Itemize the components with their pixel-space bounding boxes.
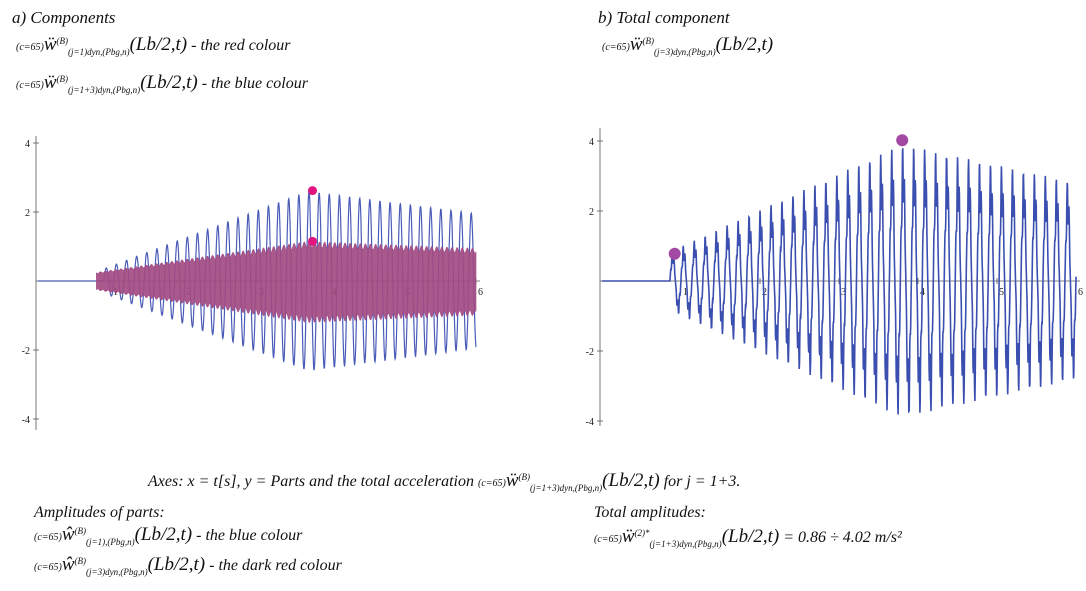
axes-caption: Axes: x = t[s], y = Parts and the total … bbox=[148, 470, 741, 493]
panel-a-title: a) Components bbox=[12, 8, 116, 27]
panel-b-formula: (c=65)ẅ(B)(j=3)dyn,(Pbg,n)(Lb/2,t) bbox=[602, 34, 774, 57]
y-tick-label: 4 bbox=[25, 139, 30, 150]
x-tick-label: 6 bbox=[478, 287, 483, 298]
x-tick-label: 6 bbox=[1078, 287, 1083, 298]
x-tick-label: 3 bbox=[841, 287, 846, 298]
panel-b-title: b) Total component bbox=[598, 8, 730, 27]
amplitudes-parts-title: Amplitudes of parts: bbox=[34, 504, 165, 521]
peak-marker bbox=[896, 134, 909, 147]
peak-marker bbox=[307, 236, 317, 246]
x-tick-label: 5 bbox=[999, 287, 1004, 298]
y-tick-label: -2 bbox=[22, 346, 30, 357]
total-amplitudes-line: (c=65)ẅ(2)*(j=1+3)dyn,(Pbg,n)(Lb/2,t) = … bbox=[594, 526, 902, 549]
peak-marker bbox=[307, 186, 317, 196]
panel-a-formula-red: (c=65)ẅ(B)(j=1)dyn,(Pbg,n)(Lb/2,t) - the… bbox=[16, 34, 291, 57]
y-tick-label: 4 bbox=[589, 137, 594, 148]
y-tick-label: 2 bbox=[25, 208, 30, 219]
peak-marker bbox=[668, 247, 681, 260]
panel-a-formula-blue: (c=65)ẅ(B)(j=1+3)dyn,(Pbg,n)(Lb/2,t) - t… bbox=[16, 72, 308, 95]
total-amplitudes-title: Total amplitudes: bbox=[594, 504, 706, 521]
y-tick-label: 2 bbox=[589, 207, 594, 218]
y-tick-label: -4 bbox=[586, 417, 594, 428]
amplitudes-parts-line2: (c=65)ŵ(B)(j=3)dyn,(Pbg,n)(Lb/2,t) - the… bbox=[34, 554, 342, 577]
series-total-line bbox=[602, 148, 1077, 415]
chart-b-total: 1 2 3 4 5 642-2-4 bbox=[586, 128, 1083, 428]
amplitudes-parts-line1: (c=65)ŵ(B)(j=1),(Pbg,n)(Lb/2,t) - the bl… bbox=[34, 524, 303, 547]
series-red-band bbox=[96, 241, 477, 323]
y-tick-label: -2 bbox=[586, 347, 594, 358]
x-tick-label: 1 bbox=[683, 287, 688, 298]
x-tick-label: 2 bbox=[762, 287, 767, 298]
y-tick-label: -4 bbox=[22, 415, 30, 426]
series-blue-line bbox=[38, 191, 477, 371]
